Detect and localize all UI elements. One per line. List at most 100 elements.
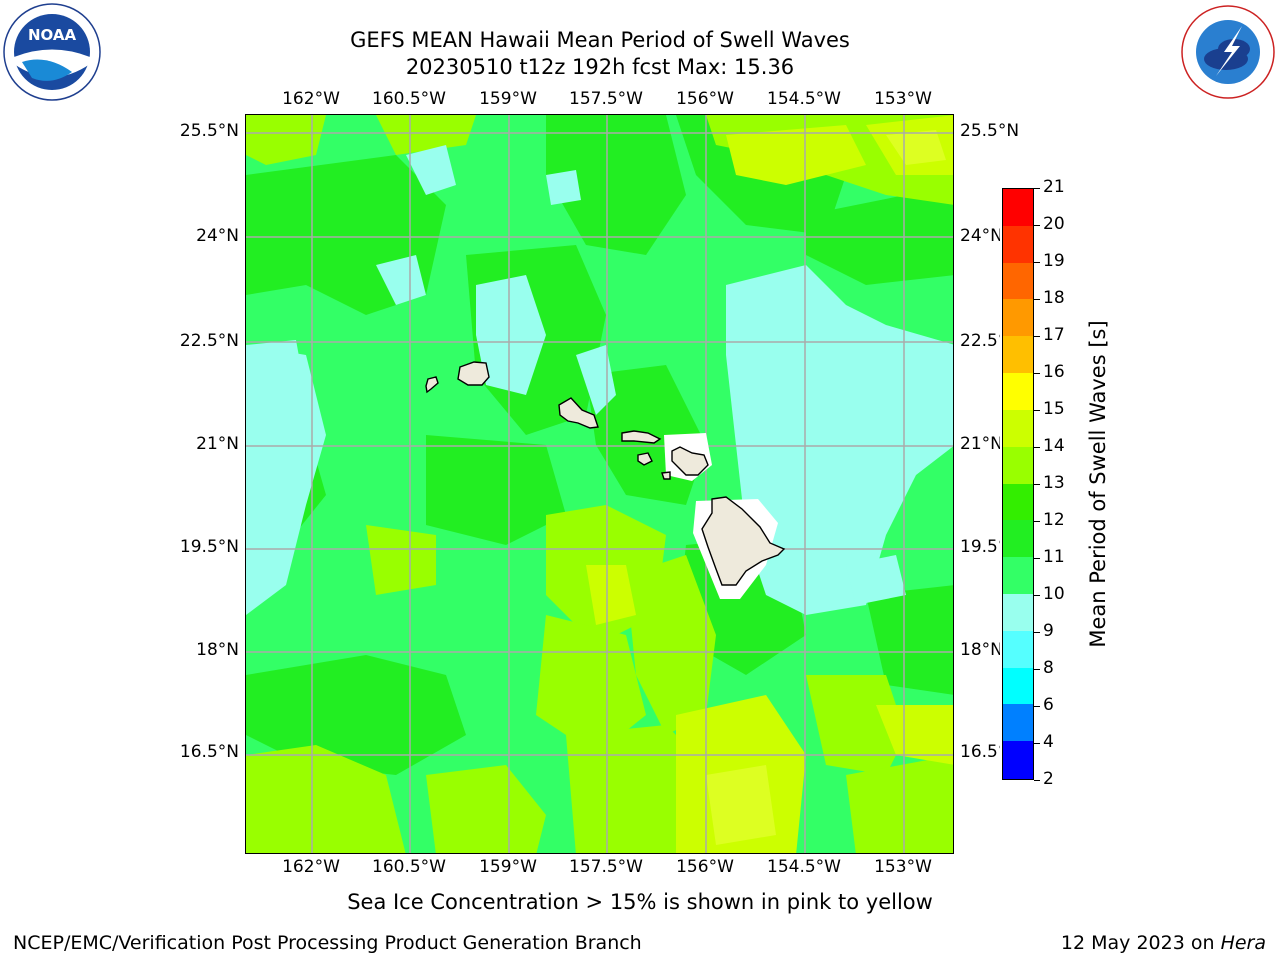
- lat-label-right-0: 25.5°N: [960, 121, 1020, 141]
- colorbar-tick-label: 10: [1043, 584, 1065, 604]
- date-text: 12 May 2023 on: [1060, 932, 1221, 954]
- colorbar-segment: [1003, 336, 1033, 374]
- island-niihau: [425, 376, 439, 394]
- noaa-logo: NOAA: [2, 2, 102, 102]
- island-hawaii: [701, 496, 786, 586]
- islands: [425, 361, 786, 586]
- colorbar-tick-mark: [1034, 594, 1040, 596]
- colorbar-segment: [1003, 483, 1033, 521]
- colorbar-ticks: 21 20 19 18 17 16 15 14 13 12 11 10 9 8 6 4 2: [1002, 177, 1065, 789]
- colorbar-tick-label: 11: [1043, 547, 1065, 567]
- colorbar-tick-mark: [1034, 335, 1040, 337]
- colorbar-segment: [1003, 630, 1033, 669]
- colorbar: [1002, 188, 1034, 780]
- colorbar-tick-mark: [1034, 520, 1040, 522]
- colorbar-tick-label: 16: [1043, 362, 1065, 382]
- lat-label-left-6: 16.5°N: [179, 742, 239, 762]
- colorbar-tick-label: 6: [1043, 695, 1054, 715]
- colorbar-tick-label: 13: [1043, 473, 1065, 493]
- colorbar-tick-label: 8: [1043, 658, 1054, 678]
- lat-label-right-1: 24°N: [960, 226, 1003, 246]
- colorbar-tick-label: 4: [1043, 732, 1054, 752]
- chart-title-line2: 20230510 t12z 192h fcst Max: 15.36: [405, 55, 795, 79]
- colorbar-segment: [1003, 557, 1033, 595]
- colorbar-segment: [1003, 667, 1033, 705]
- lat-label-left-5: 18°N: [196, 640, 239, 660]
- island-molokai: [621, 430, 662, 444]
- swell-period-map: [245, 114, 954, 854]
- chart-title-line1: GEFS MEAN Hawaii Mean Period of Swell Wa…: [350, 28, 850, 52]
- colorbar-tick-mark: [1034, 298, 1040, 300]
- lon-label-bottom-1: 160.5°W: [372, 857, 446, 877]
- colorbar-tick-label: 19: [1043, 251, 1065, 271]
- colorbar-tick-mark: [1034, 631, 1040, 633]
- lon-label-top-5: 154.5°W: [767, 89, 841, 109]
- colorbar-tick-label: 18: [1043, 288, 1065, 308]
- colorbar-segment: [1003, 446, 1033, 484]
- colorbar-segment: [1003, 373, 1033, 411]
- colorbar-tick-mark: [1034, 705, 1040, 707]
- colorbar-tick-mark: [1034, 261, 1040, 263]
- colorbar-segment: [1003, 704, 1033, 742]
- lon-label-bottom-5: 154.5°W: [767, 857, 841, 877]
- lat-label-left-1: 24°N: [196, 226, 239, 246]
- colorbar-tick-mark: [1034, 224, 1040, 226]
- colorbar-segment: [1003, 520, 1033, 558]
- lat-label-right-5: 18°N: [960, 640, 1003, 660]
- lon-label-bottom-3: 157.5°W: [569, 857, 643, 877]
- credit-text: NCEP/EMC/Verification Post Processing Pr…: [13, 932, 642, 954]
- lat-label-right-3: 21°N: [960, 434, 1003, 454]
- lon-label-top-4: 156°W: [676, 89, 734, 109]
- colorbar-tick-mark: [1034, 483, 1040, 485]
- colorbar-tick-mark: [1034, 187, 1040, 189]
- lon-label-bottom-0: 162°W: [282, 857, 340, 877]
- lon-label-bottom-6: 153°W: [874, 857, 932, 877]
- field-13-14: [586, 115, 953, 853]
- island-lanai: [637, 452, 653, 466]
- island-oahu: [558, 397, 599, 429]
- colorbar-tick-mark: [1034, 409, 1040, 411]
- lon-label-top-6: 153°W: [874, 89, 932, 109]
- colorbar-segment: [1003, 299, 1033, 337]
- colorbar-segment: [1003, 225, 1033, 264]
- colorbar-label: Mean Period of Swell Waves [s]: [1086, 320, 1110, 648]
- lat-label-left-2: 22.5°N: [179, 331, 239, 351]
- colorbar-tick-mark: [1034, 446, 1040, 448]
- colorbar-tick-label: 15: [1043, 399, 1065, 419]
- field-9-10: [246, 145, 953, 615]
- lon-label-bottom-4: 156°W: [676, 857, 734, 877]
- lon-label-top-0: 162°W: [282, 89, 340, 109]
- lat-label-left-3: 21°N: [196, 434, 239, 454]
- graticule: [246, 115, 953, 853]
- lon-label-top-2: 159°W: [479, 89, 537, 109]
- sea-ice-note: Sea Ice Concentration > 15% is shown in …: [347, 890, 933, 914]
- colorbar-tick-label: 17: [1043, 325, 1065, 345]
- colorbar-tick-label: 12: [1043, 510, 1065, 530]
- colorbar-tick-mark: [1034, 742, 1040, 744]
- lat-label-left-4: 19.5°N: [179, 537, 239, 557]
- lon-label-top-3: 157.5°W: [569, 89, 643, 109]
- island-kahoolawe: [661, 471, 671, 480]
- colorbar-tick-label: 20: [1043, 214, 1065, 234]
- colorbar-segment: [1003, 593, 1033, 632]
- colorbar-tick-label: 2: [1043, 769, 1054, 789]
- colorbar-segment: [1003, 189, 1033, 227]
- island-maui: [671, 446, 709, 476]
- island-kauai: [457, 361, 490, 386]
- lon-label-top-1: 160.5°W: [372, 89, 446, 109]
- colorbar-tick-label: 9: [1043, 621, 1054, 641]
- colorbar-tick-mark: [1034, 372, 1040, 374]
- colorbar-segment: [1003, 409, 1033, 448]
- colorbar-segment: [1003, 262, 1033, 300]
- lon-label-bottom-2: 159°W: [479, 857, 537, 877]
- colorbar-tick-label: 21: [1043, 177, 1065, 197]
- nws-logo: [1180, 4, 1276, 100]
- lat-label-left-0: 25.5°N: [179, 121, 239, 141]
- field-14-15: [706, 130, 946, 845]
- colorbar-tick-label: 14: [1043, 436, 1065, 456]
- colorbar-tick-mark: [1034, 668, 1040, 670]
- date-stamp: 12 May 2023 on Hera: [1061, 932, 1266, 954]
- machine-name: Hera: [1220, 932, 1266, 954]
- colorbar-tick-mark: [1034, 779, 1040, 781]
- colorbar-tick-mark: [1034, 557, 1040, 559]
